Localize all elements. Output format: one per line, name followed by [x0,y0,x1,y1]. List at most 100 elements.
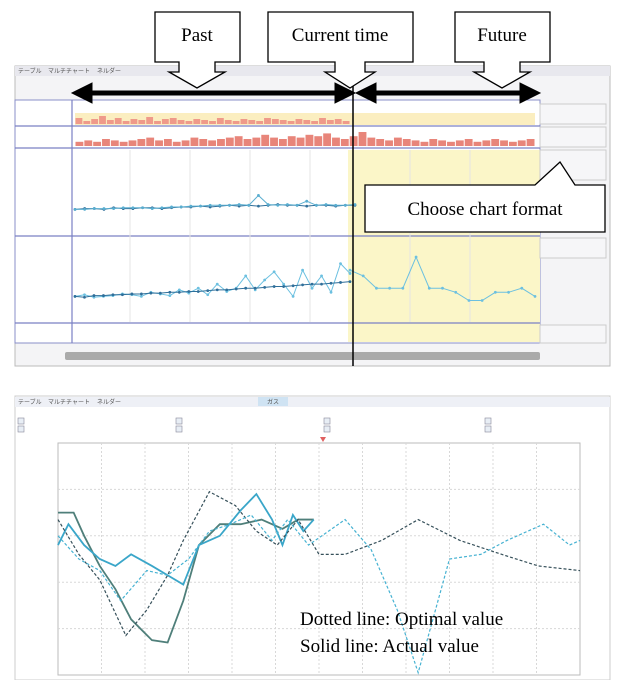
bar [306,135,314,146]
bar [146,117,153,124]
bar [226,138,234,146]
tab: テーブル [18,398,42,406]
bar [155,140,163,146]
tab: マルチチャート [48,68,90,75]
bar [465,139,473,146]
bar [217,139,225,146]
bar [376,139,384,146]
bar [138,120,145,124]
bar [367,138,375,146]
bar [252,138,260,146]
bar [335,119,342,124]
bar [297,138,305,146]
bar [115,118,122,124]
bar [527,139,535,146]
callout-current: Current time [292,25,389,46]
legend-actual: Solid line: Actual value [300,636,479,657]
bar [311,121,318,124]
future-shade [348,150,540,342]
bar [314,136,322,146]
bar [83,121,90,124]
bar [288,136,296,146]
bar [491,139,499,146]
bar [93,142,101,146]
bar [154,121,161,124]
bar [186,121,193,124]
scrollbar[interactable] [65,352,540,360]
bar [456,140,464,146]
bar [272,119,279,124]
bar [217,118,224,124]
bar [76,118,83,124]
tab: テーブル [18,67,42,75]
bar [403,139,411,146]
bar [182,140,190,146]
bar [91,119,98,124]
bar [225,120,232,124]
bar [201,120,208,124]
bar [343,121,350,124]
bar [474,142,482,146]
bar [261,135,269,146]
callout-future: Future [477,25,527,46]
bar [296,119,303,124]
bar [421,142,429,146]
tab: マルチチャート [48,399,90,406]
bar [84,140,92,146]
bar [438,140,446,146]
bar [248,120,255,124]
bar [279,139,287,146]
active-tab-label[interactable]: ガス [267,398,279,406]
bar [412,140,420,146]
tab: ネルダー [97,67,121,75]
bar [233,121,240,124]
bar [429,139,437,146]
bar [447,142,455,146]
bar [123,121,130,124]
bar [193,119,200,124]
bar [270,138,278,146]
bar [303,120,310,124]
callout-format: Choose chart format [407,199,563,220]
bar [319,118,326,124]
bar [323,133,331,146]
bar [111,140,119,146]
bar [518,140,526,146]
bar [137,139,145,146]
bar [120,142,128,146]
bar [164,139,172,146]
bar [131,119,138,124]
bar [241,119,248,124]
bar [327,120,334,124]
legend-optimal: Dotted line: Optimal value [300,609,503,630]
bar [170,118,177,124]
bar [385,140,393,146]
bar [107,120,114,124]
bar [235,136,243,146]
bar [76,142,84,146]
bar [500,140,508,146]
bar [256,121,263,124]
bar [99,116,106,124]
bar [178,120,185,124]
bar [280,120,287,124]
bar [146,138,154,146]
bar [209,121,216,124]
bar [102,139,110,146]
callout-past: Past [181,25,213,46]
figure: テーブル マルチチャート ネルダー Past Current time [0,0,621,680]
bar [191,138,199,146]
bar [208,140,216,146]
bar [359,132,367,146]
bar [509,142,517,146]
page: テーブル マルチチャート ネルダー Past Current time [0,0,621,680]
bar [288,121,295,124]
bar [341,139,349,146]
bar [162,119,169,124]
bar [394,138,402,146]
bar [244,139,252,146]
bar [199,139,207,146]
bar [332,138,340,146]
bar [173,142,181,146]
bar [264,118,271,124]
